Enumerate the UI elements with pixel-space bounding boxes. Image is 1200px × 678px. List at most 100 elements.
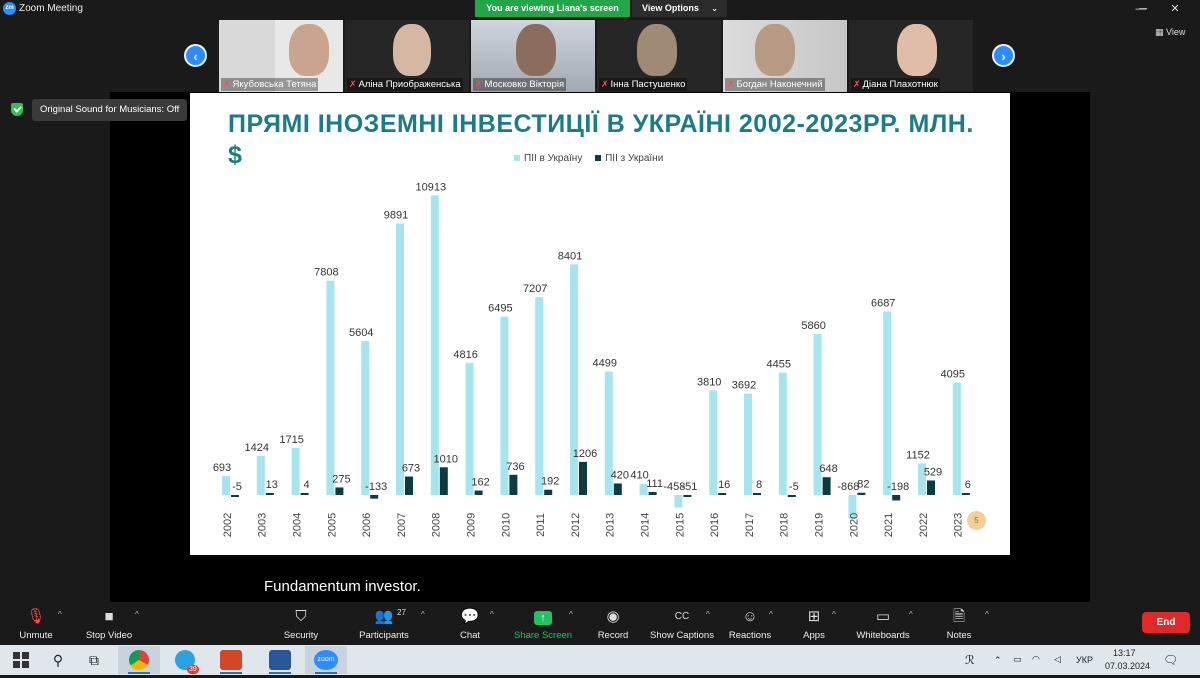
task-view-icon[interactable]: ⧉ (89, 652, 99, 668)
stop-video-button[interactable]: ■ Stop Video (80, 602, 138, 645)
chat-button[interactable]: 💬 Chat (448, 602, 492, 645)
x-tick-label: 2013 (605, 513, 617, 537)
language-indicator[interactable]: УКР (1076, 655, 1093, 665)
video-camera-icon: ■ (104, 608, 114, 625)
close-button[interactable]: ✕ (1170, 3, 1180, 15)
notes-icon: 🗎 (952, 608, 966, 625)
unmute-button[interactable]: 🎙 Unmute (12, 602, 60, 645)
reactions-options-caret[interactable]: ^ (769, 610, 773, 619)
x-tick-label: 2017 (744, 513, 756, 537)
word-icon (269, 650, 291, 670)
participant-tile[interactable]: ✗ Аліна Приображенська (345, 20, 469, 92)
participants-button[interactable]: 👥 Participants (354, 602, 414, 645)
x-tick-label: 2014 (640, 513, 652, 537)
volume-icon[interactable]: ◁ (1054, 654, 1061, 664)
chevron-down-icon: ⌄ (711, 4, 718, 13)
x-tick-label: 2010 (500, 513, 512, 537)
bar-outflow (927, 480, 935, 495)
data-label: -51 (681, 481, 697, 493)
participant-tile[interactable]: ✗ Якубовська Тетяна (219, 20, 343, 92)
share-arrow-icon: ↑ (534, 611, 552, 625)
participants-count: 27 (397, 608, 406, 617)
participant-tile[interactable]: ✗ Інна Пастушенко (597, 20, 721, 92)
record-button[interactable]: ◉ Record (592, 602, 634, 645)
wifi-icon[interactable]: ◠ (1032, 654, 1040, 664)
clock-date[interactable]: 07.03.2024 (1105, 661, 1151, 671)
notes-options-caret[interactable]: ^ (985, 610, 989, 619)
gallery-strip: ‹ ✗ Якубовська Тетяна ✗ Аліна Приображенсь… (0, 18, 1200, 92)
tray-chevron-icon[interactable]: ⌃ (994, 655, 1002, 665)
word-taskbar-app[interactable] (259, 646, 301, 674)
data-label: 6495 (488, 303, 512, 315)
chrome-taskbar-app[interactable] (118, 646, 160, 674)
data-label: 6687 (871, 297, 895, 309)
show-captions-button[interactable]: CC Show Captions (648, 602, 716, 645)
whiteboards-button[interactable]: ▭ Whiteboards (852, 602, 914, 645)
people-icon[interactable]: ℛ (965, 653, 975, 667)
apps-button[interactable]: ⊞ Apps (797, 602, 831, 645)
apps-options-caret[interactable]: ^ (832, 610, 836, 619)
search-icon[interactable]: ⚲ (52, 652, 64, 668)
participant-tile[interactable]: ✗ Московко Вікторія (471, 20, 595, 92)
zoom-taskbar-app[interactable]: zoom (305, 646, 347, 674)
x-tick-label: 2015 (674, 513, 686, 537)
bar-outflow (648, 491, 657, 495)
notifications-icon[interactable]: 🗨 (1163, 653, 1179, 667)
security-button[interactable]: ⛉ Security (278, 602, 324, 645)
minimize-icon[interactable]: — (1135, 3, 1147, 15)
share-screen-button[interactable]: ↑ Share Screen (513, 611, 573, 641)
data-label: -198 (887, 481, 909, 493)
data-label: 648 (819, 463, 837, 475)
x-tick-label: 2019 (814, 513, 826, 537)
data-label: 673 (402, 463, 420, 475)
bar-outflow (370, 495, 379, 499)
participants-icon: 👥 (374, 608, 394, 625)
shield-icon: ⛉ (295, 608, 307, 625)
bar-inflow (361, 341, 370, 495)
battery-icon[interactable]: ▭ (1013, 654, 1022, 664)
gallery-prev-arrow-icon[interactable]: ‹ (184, 44, 207, 67)
data-label: 82 (857, 479, 869, 491)
view-options-label: View Options (642, 3, 699, 13)
data-label: 1206 (573, 448, 597, 460)
bar-outflow (718, 493, 727, 495)
mic-muted-icon: ✗ (223, 79, 231, 89)
unmute-options-caret[interactable]: ^ (58, 610, 62, 619)
windows-taskbar: ⚲ ⧉ zoom ℛ ⌃ ▭ ◠ ◁ УКР 13:17 07.03.2024 … (0, 645, 1200, 675)
video-options-caret[interactable]: ^ (135, 610, 139, 619)
telegram-taskbar-app[interactable] (164, 646, 206, 674)
original-sound-badge[interactable]: Original Sound for Musicians: Off (8, 99, 188, 121)
data-label: -868 (837, 481, 859, 493)
captions-options-caret[interactable]: ^ (706, 610, 710, 619)
bar-inflow (883, 311, 892, 495)
view-options-button[interactable]: View Options ⌄ (632, 0, 727, 17)
gallery-next-arrow-icon[interactable]: › (992, 44, 1015, 67)
slide-title: ПРЯМІ ІНОЗЕМНІ ІНВЕСТИЦІЇ В УКРАЇНІ 2002… (228, 110, 974, 169)
gallery-view-button[interactable]: ▦ View (1155, 27, 1186, 37)
x-tick-label: 2007 (396, 513, 408, 537)
participant-tile[interactable]: ✗ Діана Плахотнюк (849, 20, 973, 92)
clock-time[interactable]: 13:17 (1113, 648, 1136, 658)
reactions-button[interactable]: ☺ Reactions (726, 602, 774, 645)
powerpoint-taskbar-app[interactable] (210, 646, 252, 674)
captions-cc-icon: CC (674, 611, 690, 622)
minimize-button[interactable]: ─ (1139, 3, 1147, 15)
share-options-caret[interactable]: ^ (569, 610, 573, 619)
x-tick-label: 2021 (883, 513, 895, 537)
telegram-unread-badge: 39 (187, 665, 199, 674)
data-label: 9891 (384, 209, 408, 221)
x-tick-label: 2004 (292, 513, 304, 537)
chat-options-caret[interactable]: ^ (490, 610, 494, 619)
windows-start-icon[interactable] (6, 645, 36, 675)
bar-outflow (683, 495, 692, 497)
participants-options-caret[interactable]: ^ (421, 610, 425, 619)
notes-button[interactable]: 🗎 Notes (940, 602, 978, 645)
shield-check-icon (11, 103, 23, 116)
bar-inflow (604, 371, 613, 495)
bar-inflow (430, 195, 439, 495)
x-tick-label: 2018 (779, 513, 791, 537)
whiteboards-options-caret[interactable]: ^ (909, 610, 913, 619)
data-label: 4095 (941, 369, 965, 381)
end-meeting-button[interactable]: End (1142, 612, 1190, 633)
participant-tile[interactable]: ✗ Богдан Наконечний (723, 20, 847, 92)
